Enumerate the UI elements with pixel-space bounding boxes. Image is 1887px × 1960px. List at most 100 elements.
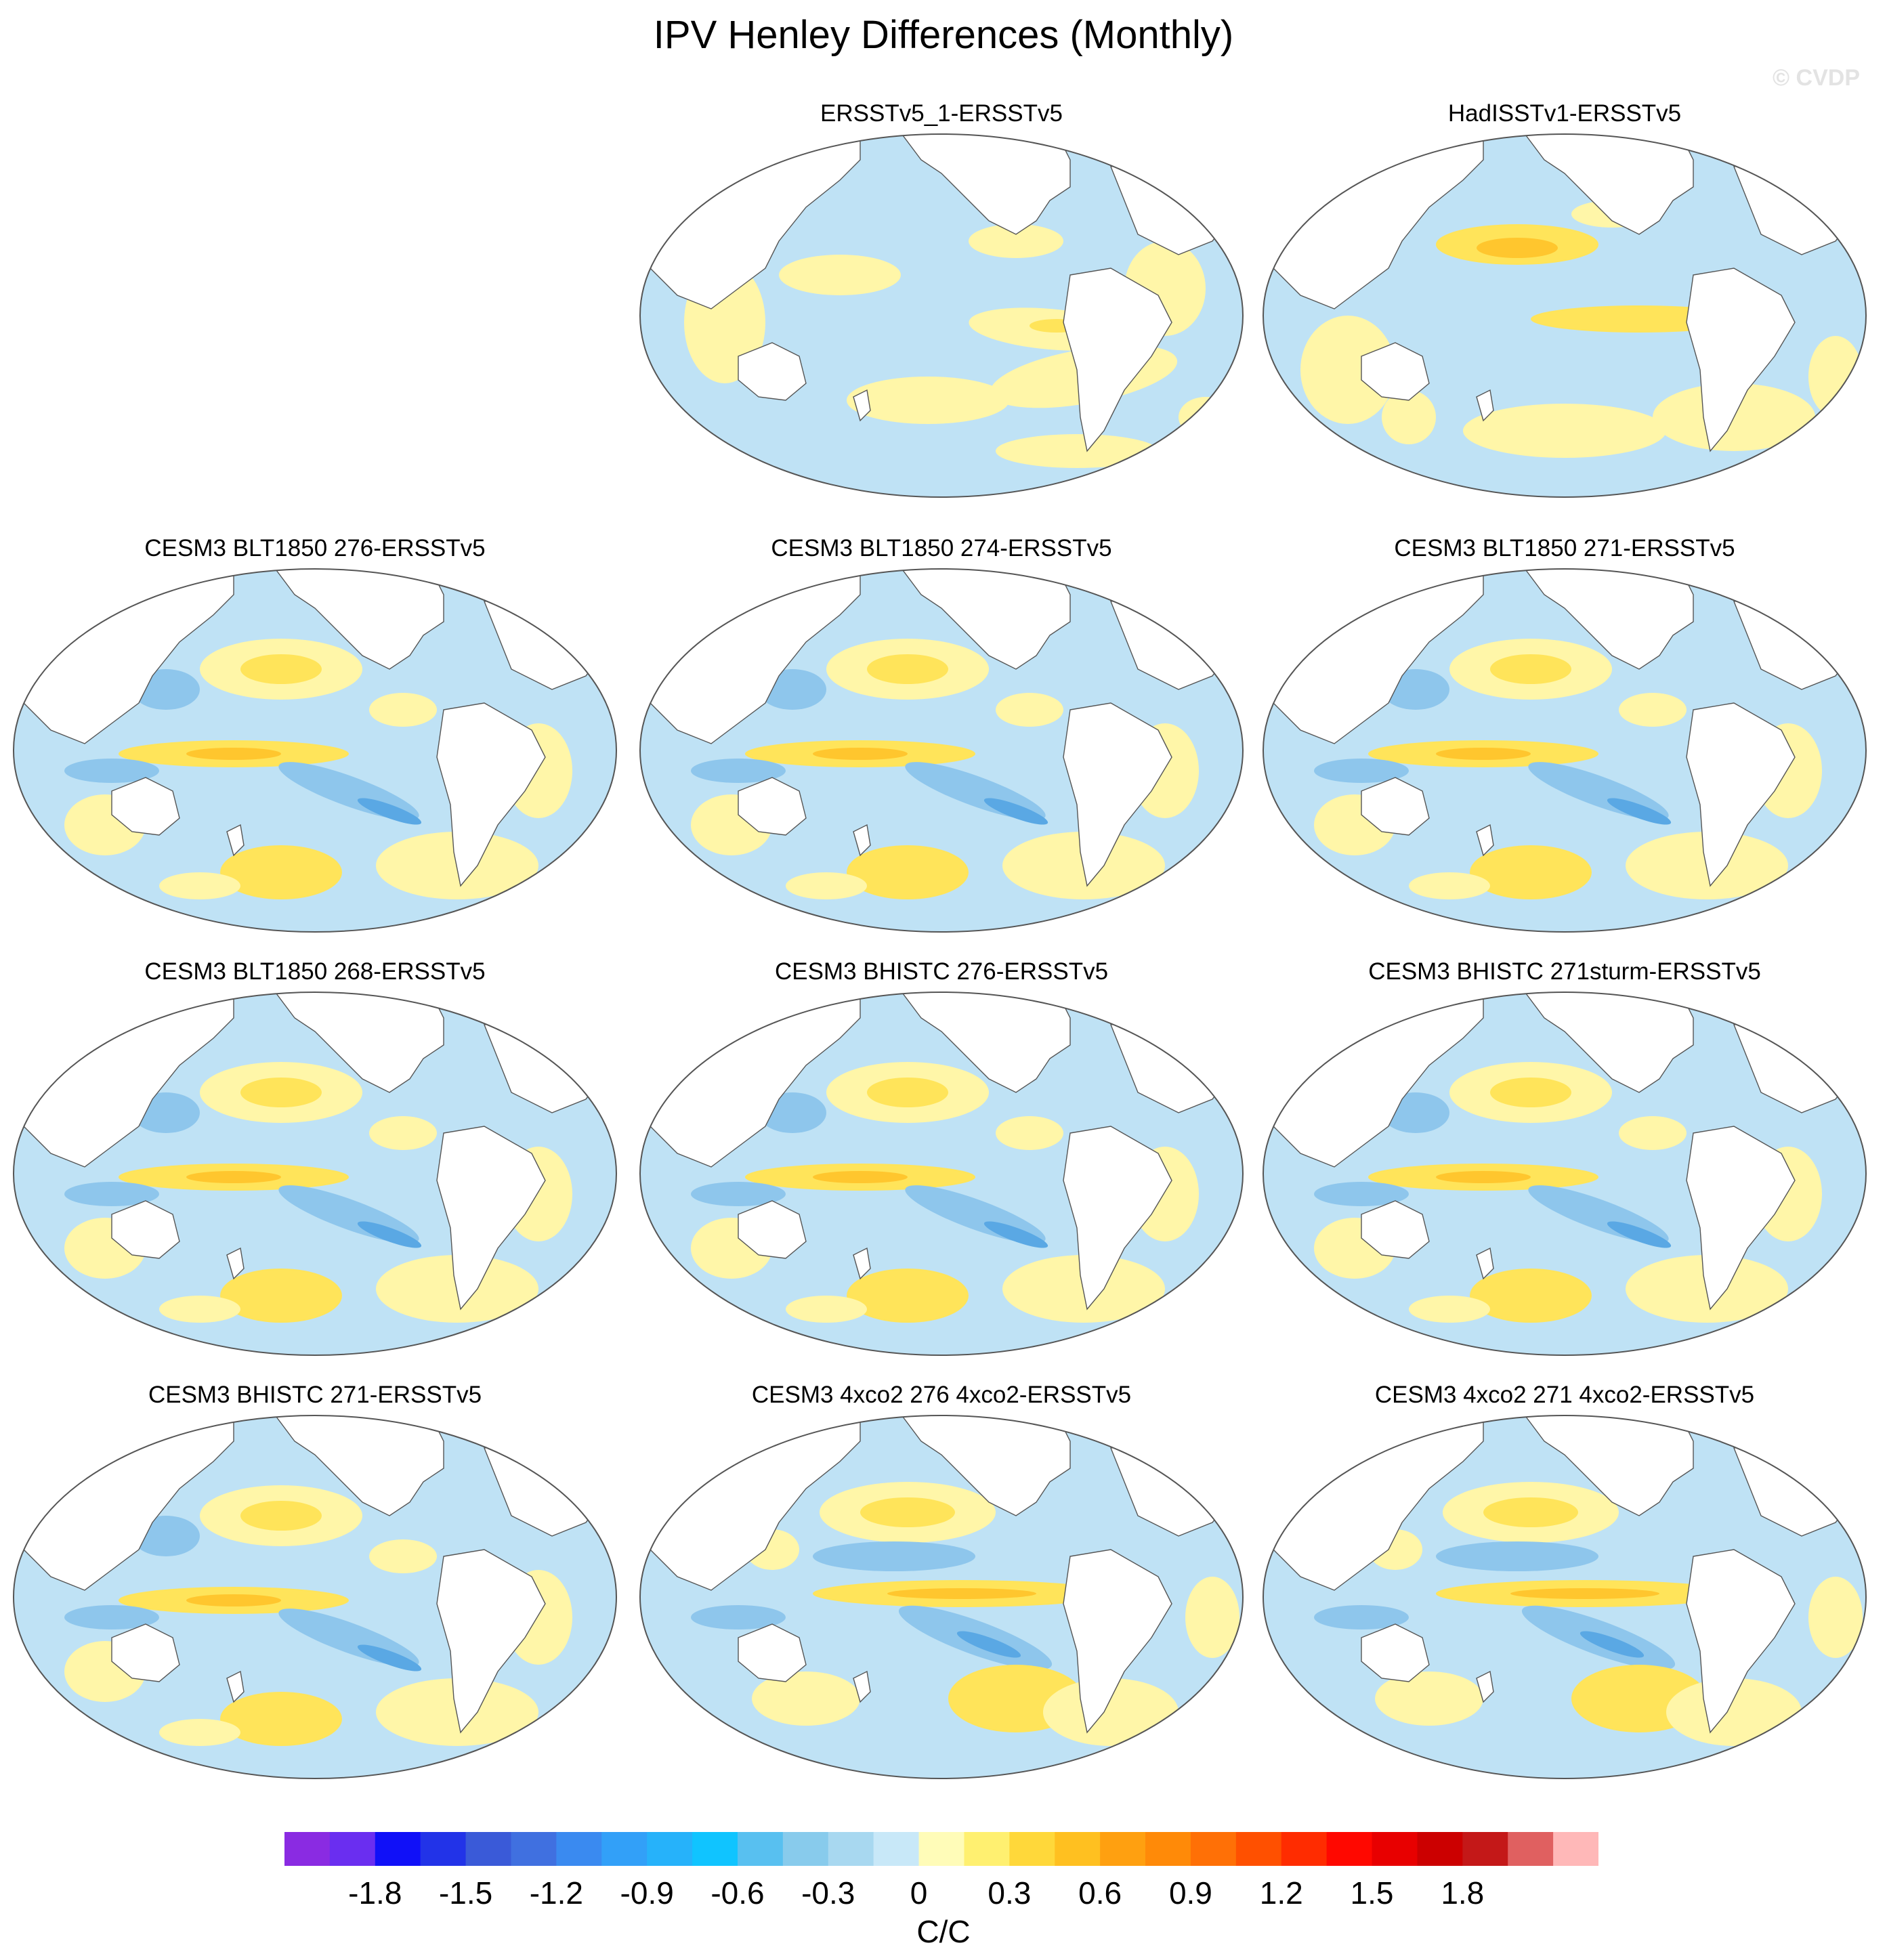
anomaly-region xyxy=(786,1296,867,1323)
anomaly-region xyxy=(369,1116,437,1150)
anomaly-region xyxy=(983,1221,1048,1248)
map-outline xyxy=(13,992,617,1356)
map-svg xyxy=(1263,133,1867,498)
anomaly-region xyxy=(813,1171,908,1183)
colorbar-swatch xyxy=(964,1832,1010,1866)
colorbar-svg xyxy=(284,1832,1598,1866)
map-outline xyxy=(639,568,1244,933)
colorbar-swatch xyxy=(918,1832,964,1866)
colorbar xyxy=(284,1832,1598,1866)
anomaly-region xyxy=(1808,1577,1863,1658)
colorbar-swatch xyxy=(1145,1832,1191,1866)
map-outline xyxy=(1263,992,1867,1356)
colorbar-swatch xyxy=(1508,1832,1554,1866)
anomaly-region xyxy=(1375,1671,1483,1726)
map-panel: CESM3 BLT1850 276-ERSSTv5 xyxy=(10,535,620,941)
map-svg xyxy=(1263,992,1867,1356)
anomaly-region xyxy=(240,1501,322,1531)
map-panel: CESM3 4xco2 271 4xco2-ERSSTv5 xyxy=(1260,1382,1869,1788)
anomaly-region xyxy=(956,1631,1021,1658)
panel-title: ERSSTv5_1-ERSSTv5 xyxy=(820,100,1063,127)
anomaly-region xyxy=(813,1541,975,1571)
panel-title: CESM3 BLT1850 276-ERSSTv5 xyxy=(144,535,486,561)
anomaly-region xyxy=(691,1182,786,1206)
colorbar-tick-label: -1.2 xyxy=(529,1875,584,1911)
colorbar-swatch xyxy=(465,1832,511,1866)
colorbar-tick-label: 1.8 xyxy=(1441,1875,1485,1911)
anomaly-region xyxy=(1409,1296,1490,1323)
colorbar-swatch xyxy=(375,1832,421,1866)
colorbar-tick-label: 0.9 xyxy=(1168,1875,1212,1911)
anomaly-region xyxy=(1043,1678,1179,1746)
panel-title: CESM3 4xco2 276 4xco2-ERSSTv5 xyxy=(751,1382,1132,1408)
anomaly-region xyxy=(1409,872,1490,899)
panel-title: CESM3 BLT1850 271-ERSSTv5 xyxy=(1394,535,1735,561)
anomaly-region xyxy=(159,1719,240,1746)
colorbar-swatch xyxy=(828,1832,874,1866)
colorbar-swatch xyxy=(284,1832,331,1866)
colorbar-swatch xyxy=(601,1832,648,1866)
anomaly-region xyxy=(1185,1577,1239,1658)
anomaly-region xyxy=(1470,1269,1592,1323)
anomaly-region xyxy=(867,1078,948,1107)
colorbar-tick-label: -0.3 xyxy=(801,1875,855,1911)
colorbar-swatch xyxy=(1553,1832,1598,1866)
colorbar-swatch xyxy=(1190,1832,1237,1866)
colorbar-tick-label: 1.2 xyxy=(1259,1875,1303,1911)
colorbar-tick-label: -1.8 xyxy=(348,1875,402,1911)
anomaly-region xyxy=(1314,759,1409,783)
anomaly-region xyxy=(64,1605,159,1629)
colorbar-swatch xyxy=(1281,1832,1328,1866)
map-outline xyxy=(639,1415,1244,1779)
anomaly-region xyxy=(1436,1541,1598,1571)
anomaly-region xyxy=(357,798,422,825)
colorbar-tick-label: 0.3 xyxy=(988,1875,1032,1911)
anomaly-region xyxy=(220,845,342,899)
anomaly-region xyxy=(186,1171,281,1183)
anomaly-region xyxy=(1490,654,1571,684)
map-outline xyxy=(1263,568,1867,933)
colorbar-swatch xyxy=(647,1832,693,1866)
map-outline xyxy=(13,568,617,933)
colorbar-tick-label: 0 xyxy=(910,1875,928,1911)
anomaly-region xyxy=(1510,1588,1659,1599)
map-panel: CESM3 BHISTC 271sturm-ERSSTv5 xyxy=(1260,958,1869,1365)
anomaly-region xyxy=(159,1296,240,1323)
anomaly-region xyxy=(996,693,1063,727)
colorbar-swatch xyxy=(692,1832,738,1866)
watermark: © CVDP xyxy=(1773,65,1860,91)
anomaly-region xyxy=(996,434,1158,468)
panel-title: HadISSTv1-ERSSTv5 xyxy=(1447,100,1682,127)
map-outline xyxy=(13,1415,617,1779)
map-svg xyxy=(13,1415,617,1779)
anomaly-region xyxy=(786,872,867,899)
anomaly-region xyxy=(369,693,437,727)
anomaly-region xyxy=(1382,390,1436,444)
colorbar-units: C/C xyxy=(916,1914,971,1949)
anomaly-region xyxy=(1619,693,1687,727)
anomaly-region xyxy=(1436,748,1531,760)
map-panel: CESM3 BLT1850 268-ERSSTv5 xyxy=(10,958,620,1365)
colorbar-swatch xyxy=(1009,1832,1055,1866)
anomaly-region xyxy=(1470,845,1592,899)
colorbar-tick-label: 1.5 xyxy=(1350,1875,1394,1911)
anomaly-region xyxy=(691,759,786,783)
anomaly-region xyxy=(1607,1221,1672,1248)
anomaly-region xyxy=(1483,1497,1578,1527)
colorbar-tick-label: -0.6 xyxy=(711,1875,765,1911)
anomaly-region xyxy=(64,759,159,783)
map-svg xyxy=(639,992,1244,1356)
colorbar-swatch xyxy=(1372,1832,1418,1866)
colorbar-swatch xyxy=(1326,1832,1373,1866)
map-svg xyxy=(639,1415,1244,1779)
anomaly-region xyxy=(186,748,281,760)
anomaly-region xyxy=(887,1588,1036,1599)
map-panel: HadISSTv1-ERSSTv5 xyxy=(1260,100,1869,507)
panel-title: CESM3 BHISTC 276-ERSSTv5 xyxy=(774,958,1109,985)
colorbar-swatch xyxy=(873,1832,920,1866)
anomaly-region xyxy=(983,798,1048,825)
colorbar-swatch xyxy=(782,1832,829,1866)
map-svg xyxy=(639,133,1244,498)
anomaly-region xyxy=(691,1605,786,1629)
anomaly-region xyxy=(1607,798,1672,825)
